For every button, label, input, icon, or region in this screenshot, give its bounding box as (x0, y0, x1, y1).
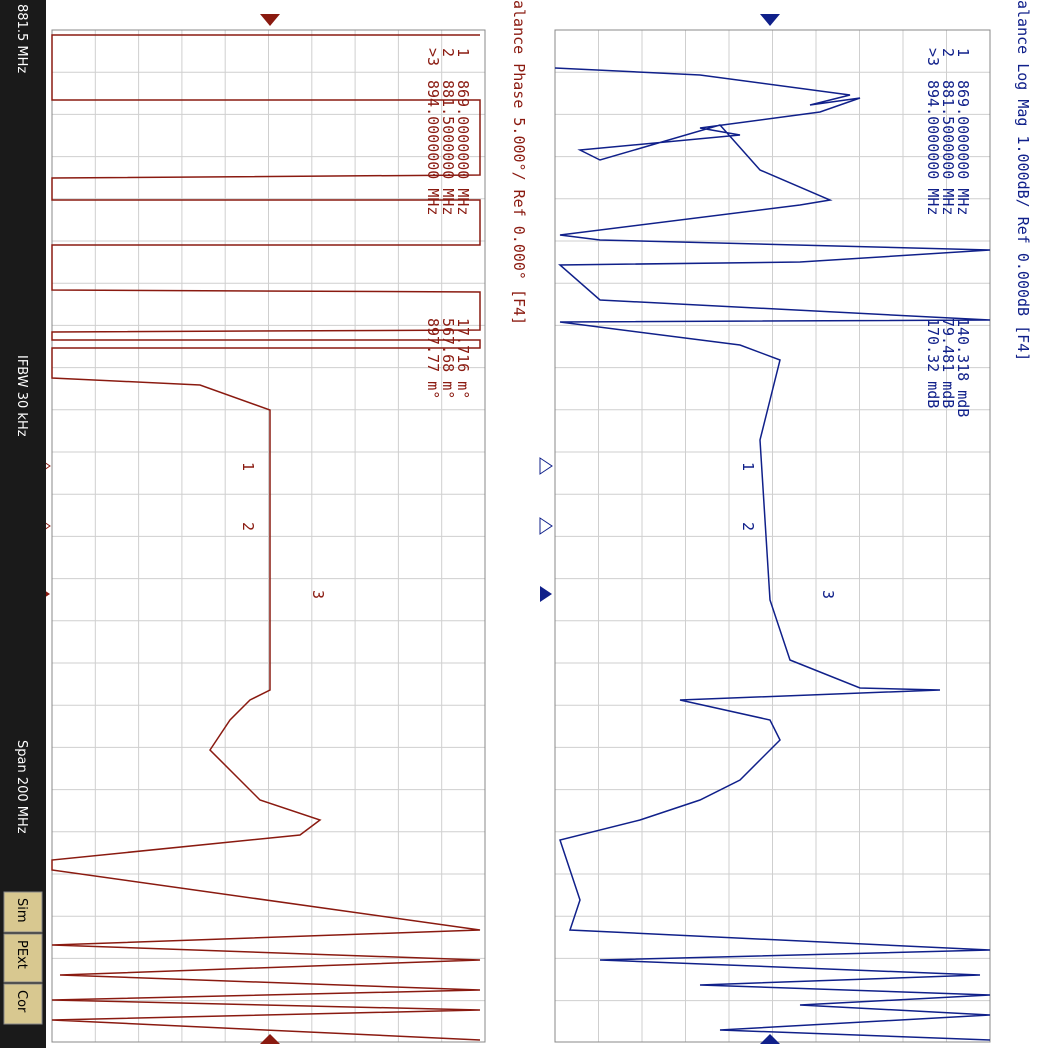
marker-freq: 881.5000000 MHz (439, 80, 457, 215)
marker-id: 1 (454, 48, 472, 57)
center-freq: 881.5 MHz (14, 4, 29, 73)
marker-id: >3 (924, 48, 942, 66)
trace-marker-label: 2 (239, 522, 257, 531)
pext-label[interactable]: PExt (14, 940, 29, 969)
pext-button[interactable] (3, 933, 43, 983)
ref-arrow (260, 14, 280, 26)
marker-value: 79.481 mdB (939, 318, 957, 408)
sim-label[interactable]: Sim (14, 898, 29, 923)
bottom-marker-table: 1 869.0000000 MHz 17.716 m° 2 881.5000000 MH… (424, 48, 472, 399)
top-title: alance Log Mag 1.000dB/ Ref 0.000dB [F4] (1014, 0, 1032, 361)
ifbw: IFBW 30 kHz (14, 355, 29, 437)
ref-arrow (260, 1034, 280, 1044)
cor-button[interactable] (3, 983, 43, 1025)
marker-value: 567.68 m° (439, 318, 457, 399)
trace-marker-label: 1 (739, 462, 757, 471)
sim-button[interactable] (3, 891, 43, 933)
cor-label[interactable]: Cor (14, 990, 29, 1013)
marker-freq: 881.5000000 MHz (939, 80, 957, 215)
bottom-title: alance Phase 5.000°/ Ref 0.000° [F4] (510, 0, 528, 325)
ref-arrow (760, 14, 780, 26)
marker-id: >3 (424, 48, 442, 66)
top-trace (554, 67, 991, 1041)
marker-indicator (539, 517, 553, 535)
marker-indicator (540, 586, 552, 602)
top-marker-table: 1 869.0000000 MHz 140.318 mdB 2 881.5000000 … (924, 48, 972, 417)
marker-value: 897.77 m° (424, 318, 442, 399)
trace-marker-label: 3 (309, 590, 327, 599)
marker-indicator (539, 457, 553, 475)
marker-freq: 869.0000000 MHz (954, 80, 972, 215)
trace-marker-label: 1 (239, 462, 257, 471)
trace-marker-label: 3 (819, 590, 837, 599)
status-bar (0, 0, 46, 1048)
marker-id: 2 (939, 48, 957, 57)
marker-id: 2 (439, 48, 457, 57)
span: Span 200 MHz (14, 740, 29, 834)
marker-value: 140.318 mdB (954, 318, 972, 417)
marker-freq: 869.0000000 MHz (454, 80, 472, 215)
bottom-trace (51, 34, 481, 1041)
marker-freq: 894.0000000 MHz (924, 80, 942, 215)
marker-id: 1 (954, 48, 972, 57)
trace-marker-label: 2 (739, 522, 757, 531)
grid (52, 30, 990, 1042)
marker-value: 17.716 m° (454, 318, 472, 399)
ref-arrow (760, 1034, 780, 1044)
marker-freq: 894.0000000 MHz (424, 80, 442, 215)
marker-value: 170.32 mdB (924, 318, 942, 408)
